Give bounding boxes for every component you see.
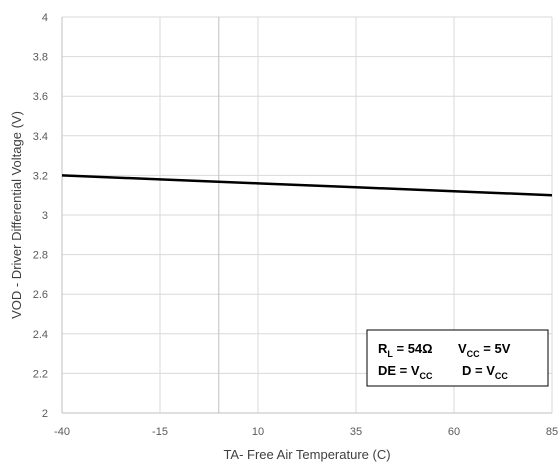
y-tick-label: 3.4 xyxy=(33,131,48,143)
y-tick-label: 3.6 xyxy=(33,91,48,103)
annotation-de: DE = VCC xyxy=(378,363,433,381)
series xyxy=(61,174,553,197)
y-tick-label: 2 xyxy=(42,408,48,420)
y-tick-label: 2.2 xyxy=(33,368,48,380)
x-tick-label: 35 xyxy=(350,426,362,438)
x-axis-title: TA- Free Air Temperature (C) xyxy=(223,447,390,462)
y-tick-label: 3.8 xyxy=(33,52,48,64)
x-tick-label: 85 xyxy=(546,426,558,438)
y-tick-label: 2.4 xyxy=(33,329,48,341)
y-axis-title: VOD - Driver Differential Voltage (V) xyxy=(9,111,24,319)
x-tick-label: -15 xyxy=(152,426,168,438)
x-tick-labels: -40 -15 10 35 60 85 xyxy=(54,426,558,438)
annotation-d: D = VCC xyxy=(462,363,508,381)
y-tick-label: 2.8 xyxy=(33,250,48,262)
series-line xyxy=(61,174,553,197)
y-tick-label: 3 xyxy=(42,210,48,222)
x-tick-label: 60 xyxy=(448,426,460,438)
x-tick-label: -40 xyxy=(54,426,70,438)
annotation-frame xyxy=(366,329,549,387)
annotation-vcc: VCC = 5V xyxy=(458,341,511,359)
annotation-rl: RL = 54Ω xyxy=(378,341,433,359)
annotation-box: RL = 54Ω VCC = 5V DE = VCC D = VCC xyxy=(366,329,549,387)
y-tick-label: 3.2 xyxy=(33,170,48,182)
y-tick-labels: 2 2.2 2.4 2.6 2.8 3 3.2 3.4 3.6 3.8 4 xyxy=(33,12,48,420)
axes xyxy=(61,17,552,414)
y-tick-label: 4 xyxy=(42,12,48,24)
x-tick-label: 10 xyxy=(252,426,264,438)
y-tick-label: 2.6 xyxy=(33,289,48,301)
